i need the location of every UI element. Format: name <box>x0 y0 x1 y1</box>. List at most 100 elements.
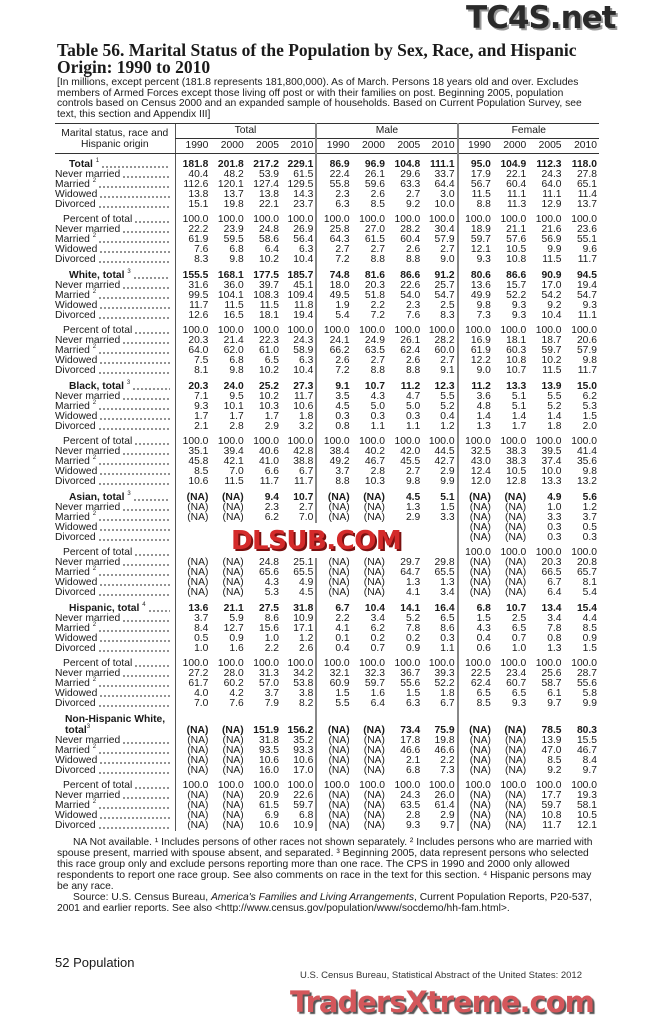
value-cell: 42.0 <box>400 446 421 458</box>
value-cell: 111.1 <box>429 159 455 171</box>
value-cell: 1.5 <box>582 411 597 423</box>
value-cell: 100.0 <box>571 325 597 337</box>
value-cell: 3.4 <box>547 613 562 625</box>
row-label-text: Widowed <box>55 300 98 312</box>
value-cell: 22.2 <box>174 225 211 236</box>
table-row: Never married (NA) (NA) 20.9 22.6 (NA) (NA) 24.… <box>55 790 599 802</box>
row-label: Divorced <box>55 255 175 265</box>
value-cell: 55.6 <box>576 678 597 690</box>
value-cell: 100.0 <box>174 210 211 226</box>
value-cell: 65.7 <box>576 567 597 579</box>
row-label: Percent of total <box>55 654 175 669</box>
value-cell: 43.0 <box>456 457 493 468</box>
value-cell: 6.8 <box>456 598 493 615</box>
value-cell: 10.7 <box>293 492 314 504</box>
value-cell: 6.5 <box>264 355 280 367</box>
row-label: Never married <box>55 336 175 346</box>
row-label: Never married <box>55 791 175 801</box>
row-label-text: Widowed <box>55 466 98 478</box>
value-cell: 41.4 <box>576 446 597 458</box>
value-cell: (NA) <box>363 765 385 777</box>
value-cell: 5.4 <box>582 587 597 599</box>
value-cell: 100.0 <box>253 325 280 337</box>
value-cell: 10.3 <box>364 476 385 488</box>
value-cell: 59.7 <box>364 678 385 690</box>
value-cell: 78.5 <box>541 725 562 737</box>
value-cell: 3.6 <box>456 392 493 403</box>
value-cell: 8.8 <box>315 477 352 488</box>
table-row: Married 2 (NA) (NA) 93.5 93.3 (NA) (NA) 46.6 46.… <box>55 744 599 757</box>
row-label-text: Percent of total <box>63 325 133 337</box>
value-cell: 3.5 <box>315 392 352 403</box>
value-cell: (NA) <box>456 533 493 544</box>
value-cell: 10.4 <box>364 603 385 615</box>
value-cell: 22.1 <box>506 169 527 181</box>
value-cell: 11.7 <box>542 820 562 832</box>
value-cell: 60.3 <box>506 345 527 357</box>
value-cell: 7.8 <box>405 623 421 635</box>
row-label-text: Divorced <box>55 199 96 211</box>
value-cell: 27.0 <box>364 224 385 236</box>
value-cell: 1.5 <box>440 502 455 514</box>
value-cell: 100.0 <box>428 325 455 337</box>
value-cell: (NA) <box>505 745 527 757</box>
value-cell: (NA) <box>221 492 244 504</box>
value-cell: 0.4 <box>440 411 455 423</box>
value-cell: 11.7 <box>294 391 314 403</box>
value-cell: 7.9 <box>264 698 280 710</box>
row-label: Never married <box>55 170 175 180</box>
value-cell: 100.0 <box>174 654 211 670</box>
value-cell: 60.2 <box>223 678 244 690</box>
value-cell: 25.2 <box>258 381 280 393</box>
value-cell: 129.5 <box>287 179 314 191</box>
value-cell: 58.6 <box>258 234 280 246</box>
table-row: Married 2 45.8 42.1 41.0 38.8 49.2 46.7 45.5 42.… <box>55 455 599 468</box>
row-label: Divorced <box>55 766 175 776</box>
value-cell: 100.0 <box>500 214 527 226</box>
footnote-ref: 3 <box>127 269 131 276</box>
value-cell: 20.3 <box>174 376 211 393</box>
value-cell: (NA) <box>222 755 244 767</box>
year-header: 2005 <box>386 138 423 155</box>
value-cell: 100.0 <box>500 325 527 337</box>
value-cell: 1.7 <box>511 421 527 433</box>
footnote-text: NA Not available. ¹ Includes persons of … <box>57 837 593 893</box>
dot-leader <box>122 398 170 401</box>
year-header: 2005 <box>245 138 282 155</box>
value-cell: 4.5 <box>405 492 421 504</box>
dot-leader <box>97 483 170 486</box>
value-cell: 1.3 <box>440 577 455 589</box>
value-cell: 2.3 <box>315 190 352 201</box>
row-label-text: Divorced <box>55 765 96 777</box>
value-cell: 4.3 <box>456 624 493 635</box>
footnote-ref: 2 <box>92 289 97 296</box>
source-suffix: , Current Population Reports, P20-537, 2… <box>57 892 592 915</box>
value-cell: 75.9 <box>434 725 455 737</box>
value-cell: 100.0 <box>315 210 352 226</box>
value-cell: 9.2 <box>405 199 421 211</box>
value-cell: 60.0 <box>434 345 455 357</box>
value-cell: 0.3 <box>405 411 421 423</box>
value-cell: 11.5 <box>259 300 280 312</box>
row-label-text: Widowed <box>55 633 98 645</box>
value-cell: 7.6 <box>174 245 211 256</box>
value-cell: 2.2 <box>264 643 280 655</box>
value-cell: 19.4 <box>293 310 314 322</box>
value-cell: 11.5 <box>542 254 562 266</box>
value-cell: (NA) <box>456 791 493 802</box>
value-cell: 22.6 <box>293 790 314 802</box>
row-label: Never married <box>55 614 175 624</box>
row-label: Never married <box>55 447 175 457</box>
value-cell: 0.7 <box>511 633 527 645</box>
value-cell: 10.8 <box>506 355 527 367</box>
value-cell: 100.0 <box>359 436 385 448</box>
value-cell: (NA) <box>505 577 527 589</box>
value-cell: 15.7 <box>506 280 527 292</box>
value-cell: 112.3 <box>536 159 562 171</box>
value-cell: 17.7 <box>541 790 562 802</box>
value-cell: 3.4 <box>370 613 385 625</box>
value-cell: 86.9 <box>315 153 352 171</box>
value-cell: 60.7 <box>506 678 527 690</box>
row-label-text: Widowed <box>55 755 98 767</box>
value-cell: (NA) <box>505 502 527 514</box>
